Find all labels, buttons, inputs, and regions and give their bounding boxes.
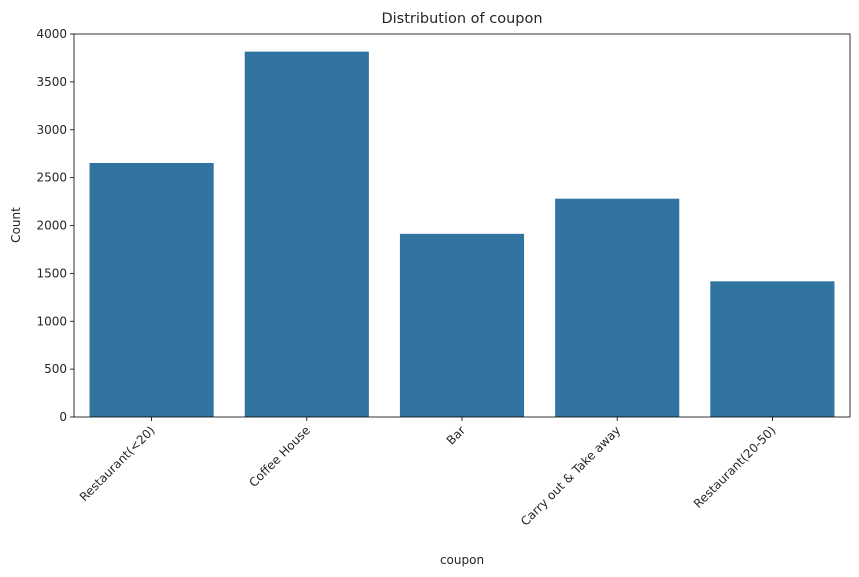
y-tick-label-1: 500: [44, 362, 67, 376]
y-axis-ticks: 0 500 1000 1500 2000 2500 3000 3500 4000: [36, 27, 74, 424]
chart-title: Distribution of coupon: [381, 11, 542, 27]
y-tick-label-4: 2000: [36, 219, 67, 233]
bar-3: [555, 198, 680, 417]
y-tick-label-3: 1500: [36, 266, 67, 280]
y-tick-label-6: 3000: [36, 123, 67, 137]
y-tick-label-0: 0: [59, 410, 67, 424]
x-axis-ticks: Restaurant(<20) Coffee House Bar Carry out …: [77, 417, 779, 529]
y-tick-label-2: 1000: [36, 314, 67, 328]
bar-1: [244, 51, 369, 417]
y-tick-label-5: 2500: [36, 171, 67, 185]
bar-0: [89, 162, 214, 417]
x-tick-label-2: Bar: [444, 423, 468, 447]
bar-4: [710, 281, 835, 417]
y-axis-title: Count: [9, 207, 23, 243]
bars-group: [89, 51, 835, 417]
x-tick-label-0: Restaurant(<20): [77, 423, 158, 504]
bar-2: [399, 233, 525, 417]
x-tick-label-3: Carry out & Take away: [518, 423, 623, 528]
y-tick-label-7: 3500: [36, 75, 67, 89]
y-tick-label-8: 4000: [36, 27, 67, 41]
x-tick-label-1: Coffee House: [246, 423, 313, 490]
x-tick-label-4: Restaurant(20-50): [691, 423, 779, 511]
x-axis-title: coupon: [440, 553, 484, 567]
